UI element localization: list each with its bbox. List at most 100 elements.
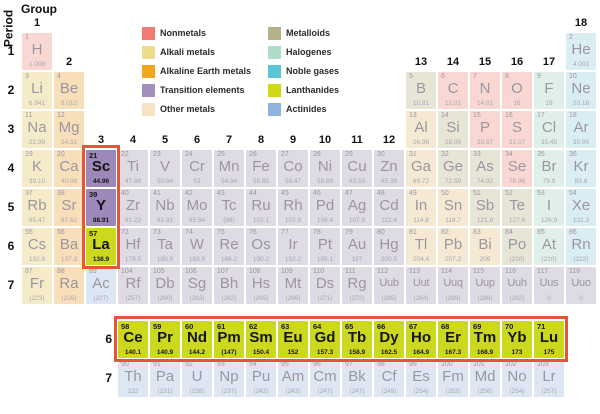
fblock-period-number-6: 6 (105, 332, 112, 346)
atomic-number: 66 (377, 322, 386, 331)
element-cell-As: 33 As 74.92 (470, 150, 500, 187)
element-symbol: Ce (123, 329, 143, 346)
element-symbol: Pd (315, 197, 335, 214)
atomic-mass: 0 (547, 295, 551, 302)
atomic-number: 118 (569, 268, 581, 275)
atomic-mass: 0 (579, 295, 583, 302)
atomic-mass: (253) (445, 388, 461, 395)
element-symbol: S (511, 119, 522, 136)
atomic-number: 114 (441, 268, 453, 275)
element-symbol: Sn (443, 197, 463, 214)
element-symbol: B (415, 80, 426, 97)
element-cell-H: 1 H 1.008 (22, 33, 52, 70)
legend-swatch-alkaline-earth-metals (142, 65, 155, 78)
atomic-number: 115 (473, 268, 485, 275)
atomic-number: 6 (441, 73, 445, 80)
element-symbol: Bk (348, 368, 366, 385)
atomic-number: 45 (281, 190, 289, 197)
atomic-mass: 6.941 (28, 100, 46, 107)
element-symbol: Zn (380, 158, 398, 175)
atomic-mass: 164.9 (412, 349, 430, 356)
element-symbol: Rb (27, 197, 47, 214)
element-symbol: Pt (317, 236, 333, 253)
element-cell-Pb: 82 Pb 207.2 (438, 228, 468, 265)
atomic-mass: (284) (413, 295, 429, 302)
element-symbol: Ni (317, 158, 333, 175)
element-symbol: Be (59, 80, 79, 97)
element-symbol: I (546, 197, 552, 214)
element-symbol: Pa (155, 368, 175, 385)
atomic-mass: 72.59 (444, 178, 462, 185)
atomic-number: 21 (89, 151, 98, 160)
element-symbol: Uub (379, 277, 399, 289)
atomic-mass: 14.01 (476, 100, 494, 107)
atomic-mass: 28.09 (444, 139, 462, 146)
element-symbol: Sm (249, 329, 273, 346)
atomic-number: 73 (153, 229, 161, 236)
element-symbol: Rf (125, 275, 141, 292)
element-symbol: Md (474, 368, 496, 385)
element-symbol: Tc (221, 197, 237, 214)
atomic-number: 93 (217, 361, 225, 368)
legend-label: Lanthanides (286, 85, 340, 95)
atomic-number: 79 (345, 229, 353, 236)
legend-label: Halogenes (286, 47, 332, 57)
element-cell-Uup: 115 Uup (288) (470, 267, 500, 304)
element-cell-Rf: 104 Rf (257) (118, 267, 148, 304)
atomic-mass: 144.2 (188, 349, 206, 356)
atomic-number: 25 (217, 151, 225, 158)
atomic-number: 34 (505, 151, 513, 158)
legend-label: Other metals (160, 104, 216, 114)
atomic-number: 91 (153, 361, 161, 368)
atomic-mass: (292) (509, 295, 525, 302)
atomic-number: 105 (153, 268, 165, 275)
atomic-mass: 30.97 (476, 139, 494, 146)
element-symbol: He (571, 41, 591, 58)
element-cell-Se: 34 Se 78.96 (502, 150, 532, 187)
element-cell-Tl: 81 Tl 204.4 (406, 228, 436, 265)
atomic-number: 95 (281, 361, 289, 368)
element-cell-Cl: 17 Cl 35.45 (534, 111, 564, 148)
atomic-number: 5 (409, 73, 413, 80)
element-cell-Xe: 54 Xe 131.3 (566, 189, 596, 226)
atomic-number: 102 (505, 361, 517, 368)
atomic-number: 32 (441, 151, 449, 158)
atomic-mass: (237) (221, 388, 237, 395)
element-symbol: F (544, 80, 554, 97)
atomic-number: 28 (313, 151, 321, 158)
atomic-mass: (223) (29, 295, 45, 302)
element-cell-Uuo: 118 Uuo 0 (566, 267, 596, 304)
element-cell-Mo: 42 Mo 95.94 (182, 189, 212, 226)
element-symbol: No (507, 368, 527, 385)
atomic-number: 69 (473, 322, 482, 331)
element-symbol: Kr (573, 158, 589, 175)
atomic-mass: 131.3 (572, 217, 590, 224)
element-symbol: Uup (475, 277, 495, 289)
element-symbol: Al (414, 119, 428, 136)
atomic-number: 8 (505, 73, 509, 80)
group-number-12: 12 (382, 134, 396, 146)
period-number-7: 7 (7, 278, 15, 292)
atomic-mass: 4.003 (572, 61, 590, 68)
element-symbol: Ac (92, 275, 110, 292)
atomic-number: 78 (313, 229, 321, 236)
atomic-number: 77 (281, 229, 289, 236)
atomic-mass: (265) (253, 295, 269, 302)
atomic-mass: 85.47 (28, 217, 46, 224)
element-symbol: As (476, 158, 494, 175)
atomic-mass: (242) (253, 388, 269, 395)
element-cell-Eu: 63 Eu 152 (278, 321, 308, 358)
element-symbol: Au (347, 236, 367, 253)
element-cell-Ne: 10 Ne 20.18 (566, 72, 596, 109)
element-cell-Ir: 77 Ir 192.2 (278, 228, 308, 265)
element-cell-Ra: 88 Ra (226) (54, 267, 84, 304)
element-cell-Uuh: 116 Uuh (292) (502, 267, 532, 304)
group-number-11: 11 (351, 134, 363, 146)
atomic-number: 31 (409, 151, 417, 158)
element-symbol: Hg (379, 236, 399, 253)
atomic-number: 3 (25, 73, 29, 80)
atomic-number: 20 (57, 151, 65, 158)
element-cell-Ta: 73 Ta 180.9 (150, 228, 180, 265)
element-cell-Uuq: 114 Uuq (289) (438, 267, 468, 304)
atomic-number: 85 (537, 229, 545, 236)
